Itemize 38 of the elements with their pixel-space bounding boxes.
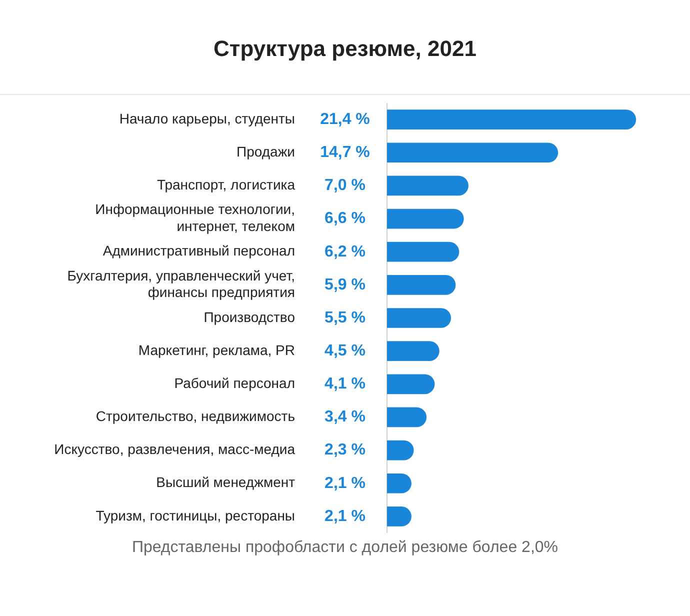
bar xyxy=(387,208,464,229)
data-label: 6,2 % xyxy=(324,243,366,260)
bar xyxy=(387,110,636,130)
data-label: 5,5 % xyxy=(324,309,366,326)
bar xyxy=(387,142,558,163)
bar xyxy=(387,176,468,196)
data-label: 2,3 % xyxy=(324,442,366,459)
y-tick-label: Маркетинг, реклама, PR xyxy=(138,342,295,358)
data-label: 6,6 % xyxy=(324,210,366,228)
bar xyxy=(387,275,456,295)
data-label: 7,0 % xyxy=(324,177,366,194)
data-label: 4,1 % xyxy=(324,376,366,393)
y-tick-label: Туризм, гостиницы, рестораны xyxy=(96,507,295,524)
bar xyxy=(387,308,452,328)
data-label: 5,9 % xyxy=(324,276,366,294)
y-tick-label: Производство xyxy=(204,308,296,325)
data-label: 3,4 % xyxy=(324,408,366,426)
y-tick-label: Бухгалтерия, управленческий учет, финансы предприятия xyxy=(67,267,295,300)
y-tick-label: Транспорт, логистика xyxy=(156,176,296,193)
data-label: 2,1 % xyxy=(324,474,366,492)
y-tick-label: Административный персонал xyxy=(102,242,295,259)
y-tick-label: Начало карьеры, студенты xyxy=(119,110,295,126)
data-label: 2,1 % xyxy=(324,508,366,525)
bar xyxy=(387,341,440,361)
y-tick-label: Информационные технологии, интернет, телеком xyxy=(95,201,295,234)
y-tick-label: Рабочий персонал xyxy=(174,375,295,392)
y-tick-label: Продажи xyxy=(236,143,295,160)
text: Представлены профобласти с долей резюме более 2,0% xyxy=(130,539,560,557)
y-tick-label: Строительство, недвижимость xyxy=(96,408,295,424)
bar xyxy=(387,407,427,428)
data-label: 4,5 % xyxy=(324,342,366,360)
y-tick-label: Искусство, развлечения, масс-медиа xyxy=(54,441,296,458)
y-tick-label: Высший менеджмент xyxy=(156,474,296,490)
bar xyxy=(387,374,435,394)
data-label: 14,7 % xyxy=(320,144,370,162)
bar xyxy=(387,242,460,262)
chart-title: Структура резюме, 2021 xyxy=(212,35,478,61)
data-label: 21,4 % xyxy=(320,110,370,128)
